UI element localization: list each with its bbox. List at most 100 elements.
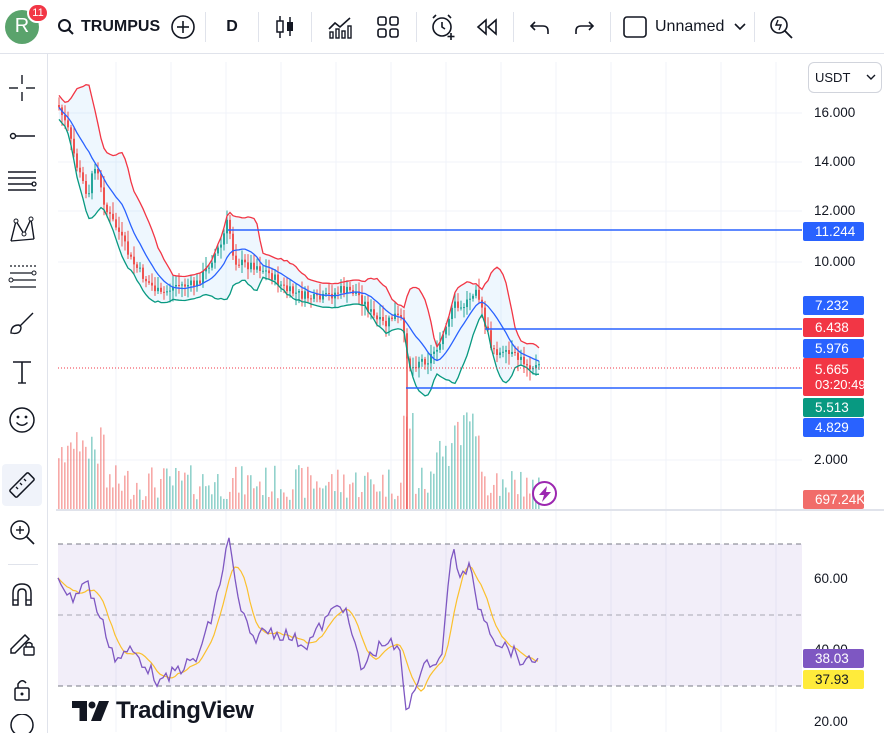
volume-bar: [424, 488, 426, 510]
volume-bar: [433, 473, 435, 510]
lock-icon: [14, 680, 30, 701]
toolbar-divider: [311, 11, 312, 42]
volume-bar: [316, 481, 318, 510]
volume-bar: [511, 471, 513, 510]
volume-bar: [145, 496, 147, 510]
trend-line-tool[interactable]: [2, 116, 42, 156]
brush-tool[interactable]: [2, 304, 42, 344]
volume-bar: [508, 492, 510, 510]
volume-bar: [136, 482, 138, 510]
candle-body: [322, 293, 324, 300]
volume-bar: [355, 472, 357, 510]
volume-bar: [415, 493, 417, 510]
fib-tool[interactable]: [2, 162, 42, 202]
candle-body: [385, 320, 387, 327]
magnet-tool[interactable]: [2, 574, 42, 614]
bolt-button[interactable]: [532, 481, 557, 506]
candle-body: [292, 286, 294, 294]
undo-button[interactable]: [518, 9, 562, 45]
chart-canvas[interactable]: [56, 60, 884, 733]
candle-body: [523, 356, 525, 365]
candle-body: [169, 290, 171, 292]
stay-in-draw-mode-tool[interactable]: [2, 622, 42, 662]
candle-body: [382, 317, 384, 321]
candle-body: [58, 105, 60, 108]
hline-mid-tag: 6.438: [803, 318, 864, 337]
volume-bar: [88, 458, 90, 510]
pattern-tool[interactable]: [2, 210, 42, 250]
volume-bar: [229, 491, 231, 510]
volume-bar: [286, 496, 288, 510]
candle-body: [64, 115, 66, 121]
volume-bar: [181, 480, 183, 510]
volume-bar: [451, 443, 453, 510]
avatar-letter: R: [14, 15, 30, 37]
candle-body: [511, 351, 513, 355]
candle-body: [139, 267, 141, 269]
candle-body: [298, 291, 300, 293]
volume-bar: [322, 488, 324, 510]
candle-body: [181, 284, 183, 286]
volume-bar: [400, 482, 402, 510]
volume-bar: [172, 485, 174, 510]
volume-bar: [157, 497, 159, 510]
volume-bar: [361, 491, 363, 510]
volume-bar: [481, 471, 483, 510]
volume-tag: 697.24K: [803, 490, 865, 509]
last-price-tag: 5.665 03:20:49: [803, 358, 866, 396]
price-axis-label: 2.000: [814, 452, 848, 467]
candle-body: [133, 256, 135, 265]
emoji-icon: [9, 407, 35, 433]
emoji-tool[interactable]: [2, 400, 42, 440]
candle-body: [283, 284, 285, 286]
volume-bar: [340, 492, 342, 510]
text-tool[interactable]: [2, 352, 42, 392]
chart-type-button[interactable]: [263, 9, 307, 45]
alert-button[interactable]: [421, 9, 465, 45]
candle-body: [223, 233, 225, 245]
candle-body: [100, 173, 102, 188]
chart-pane[interactable]: USDT 16.000 14.000 12.000 10.000 2.000 6…: [56, 60, 884, 733]
candle-body: [397, 313, 399, 316]
volume-bar: [280, 489, 282, 510]
volume-bar: [487, 495, 489, 510]
volume-bar: [469, 421, 471, 510]
redo-button[interactable]: [562, 9, 606, 45]
volume-bar: [382, 474, 384, 510]
volume-bar: [112, 487, 114, 510]
volume-bar: [403, 415, 405, 510]
symbol-search-button[interactable]: TRUMPUSDT: [47, 9, 161, 45]
avatar[interactable]: R 11: [5, 2, 49, 44]
lock-drawings-tool[interactable]: [2, 670, 42, 710]
projection-tool[interactable]: [2, 256, 42, 296]
compare-symbol-button[interactable]: [165, 9, 201, 45]
candle-body: [325, 293, 327, 295]
indicators-button[interactable]: [316, 9, 364, 45]
volume-bar: [268, 496, 270, 510]
price-axis-label: 14.000: [814, 154, 856, 169]
candle-body: [199, 280, 201, 284]
ruler-tool[interactable]: [2, 464, 42, 506]
chevron-down-icon: [734, 22, 746, 30]
volume-bar: [151, 467, 153, 510]
candle-body: [79, 167, 81, 173]
candle-body: [358, 291, 360, 296]
candle-body: [193, 280, 195, 287]
layout-button[interactable]: Unnamed: [615, 9, 750, 45]
replay-button[interactable]: [465, 9, 509, 45]
undo-icon: [529, 20, 549, 34]
currency-selector[interactable]: USDT: [808, 62, 882, 93]
price-axis-label: 10.000: [814, 254, 856, 269]
candle-body: [229, 219, 231, 234]
crosshair-tool[interactable]: [2, 68, 42, 108]
templates-button[interactable]: [364, 9, 412, 45]
interval-button[interactable]: D: [210, 9, 254, 45]
toolbar-divider: [513, 11, 514, 42]
tradingview-logo[interactable]: TradingView: [72, 697, 254, 725]
quick-search-button[interactable]: [759, 9, 803, 45]
rsi-axis-label: 60.00: [814, 571, 848, 586]
zoom-in-tool[interactable]: [2, 512, 42, 552]
volume-bar: [124, 475, 126, 510]
candle-body: [376, 315, 378, 320]
hide-drawings-tool[interactable]: [2, 714, 42, 733]
